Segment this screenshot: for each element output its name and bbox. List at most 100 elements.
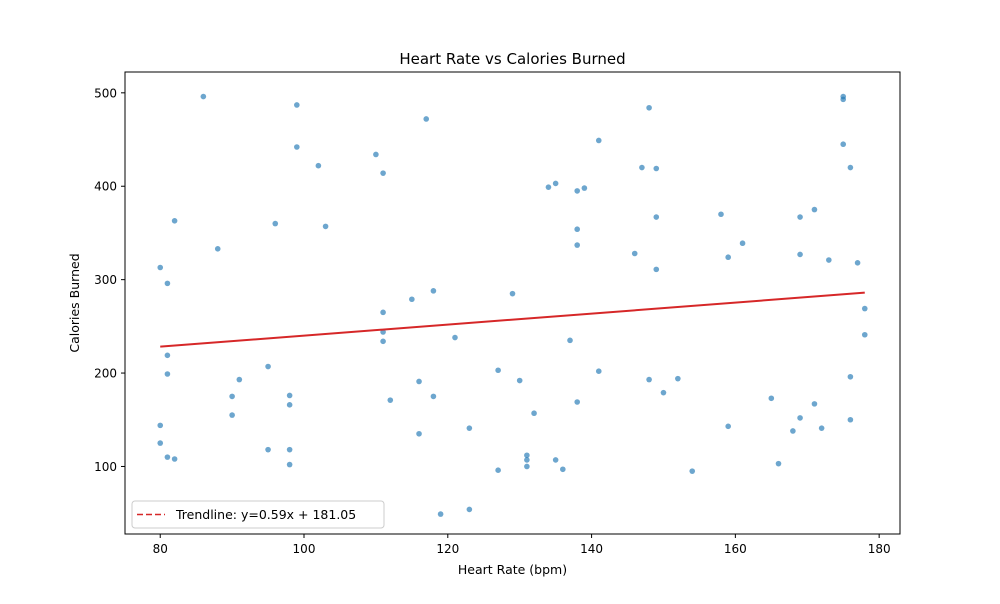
data-point	[854, 260, 861, 266]
data-point	[294, 102, 300, 108]
data-point	[574, 226, 580, 233]
data-point	[861, 331, 868, 338]
data-point	[797, 251, 803, 258]
trendline-layer	[160, 291, 865, 348]
data-point	[574, 188, 580, 194]
data-point	[840, 141, 847, 148]
y-axis-ticks: 100 200 300 400 500	[94, 86, 125, 474]
data-point	[861, 305, 868, 312]
data-point	[164, 352, 171, 359]
y-tick-label: 200	[94, 367, 117, 381]
data-point	[437, 511, 444, 517]
data-point	[294, 144, 300, 150]
data-point	[452, 334, 458, 341]
data-point	[387, 397, 394, 403]
plot-frame	[124, 71, 901, 535]
data-point	[545, 184, 552, 190]
data-point	[811, 401, 818, 407]
data-point	[380, 309, 386, 316]
legend-box	[131, 500, 385, 529]
data-point	[430, 288, 437, 294]
data-point	[718, 211, 724, 218]
data-point	[516, 377, 523, 384]
x-tick-label: 80	[153, 542, 168, 556]
data-point	[653, 214, 660, 220]
data-point	[725, 254, 731, 261]
x-tick-label: 120	[436, 542, 459, 556]
data-point	[847, 416, 854, 423]
data-point	[675, 375, 681, 382]
data-point	[797, 415, 803, 421]
data-point	[265, 446, 271, 453]
y-tick-label: 500	[94, 86, 117, 100]
data-point	[157, 264, 164, 271]
data-point	[811, 206, 818, 213]
data-point	[495, 367, 501, 374]
data-point	[552, 457, 559, 463]
data-point	[423, 116, 430, 122]
trendline	[160, 291, 865, 348]
data-point	[524, 457, 530, 463]
data-point	[524, 452, 530, 459]
data-point	[574, 242, 580, 248]
data-point	[380, 170, 386, 176]
data-point	[265, 363, 271, 370]
x-axis-ticks: 80 100 120 140 160 180	[153, 534, 891, 556]
data-point	[214, 246, 221, 252]
data-point	[430, 393, 437, 400]
data-point	[466, 425, 473, 431]
data-point	[646, 104, 652, 111]
data-point	[653, 165, 660, 172]
legend: Trendline: y=0.59x + 181.05	[131, 500, 385, 529]
data-point	[272, 220, 279, 227]
data-point	[171, 456, 178, 462]
x-tick-label: 100	[293, 542, 316, 556]
data-point	[639, 164, 645, 171]
data-point	[157, 422, 164, 429]
data-point	[286, 392, 293, 399]
data-point	[200, 93, 207, 100]
data-point	[581, 185, 588, 191]
data-point	[157, 440, 164, 446]
data-point	[236, 376, 243, 383]
data-point	[409, 296, 415, 303]
data-point	[739, 240, 746, 247]
scatter-points	[157, 93, 868, 517]
legend-trendline-label: Trendline: y=0.59x + 181.05	[175, 507, 356, 522]
data-point	[818, 425, 825, 431]
data-point	[229, 412, 235, 418]
data-point	[286, 402, 293, 408]
data-point	[164, 454, 171, 460]
data-point	[790, 428, 796, 434]
data-point	[380, 338, 386, 345]
data-point	[840, 96, 847, 103]
data-point	[574, 399, 580, 405]
data-point	[567, 337, 573, 344]
chart-title: Heart Rate vs Calories Burned	[399, 50, 625, 68]
data-point	[646, 376, 652, 383]
data-point	[552, 180, 559, 187]
data-point	[164, 371, 171, 377]
data-point	[826, 257, 832, 263]
data-point	[560, 466, 566, 473]
data-point	[725, 423, 731, 430]
data-point	[524, 463, 530, 470]
data-point	[286, 446, 293, 453]
data-point	[531, 410, 537, 417]
data-point	[315, 162, 322, 169]
data-point	[847, 373, 854, 380]
x-tick-label: 180	[868, 542, 891, 556]
data-point	[466, 506, 473, 513]
data-point	[689, 468, 696, 474]
data-point	[164, 280, 171, 287]
data-point	[495, 467, 501, 474]
data-point	[416, 378, 422, 385]
x-axis-label: Heart Rate (bpm)	[458, 562, 567, 577]
data-point	[653, 266, 660, 273]
data-point	[229, 393, 235, 400]
data-point	[775, 460, 782, 467]
data-point	[416, 430, 422, 437]
x-tick-label: 140	[580, 542, 603, 556]
